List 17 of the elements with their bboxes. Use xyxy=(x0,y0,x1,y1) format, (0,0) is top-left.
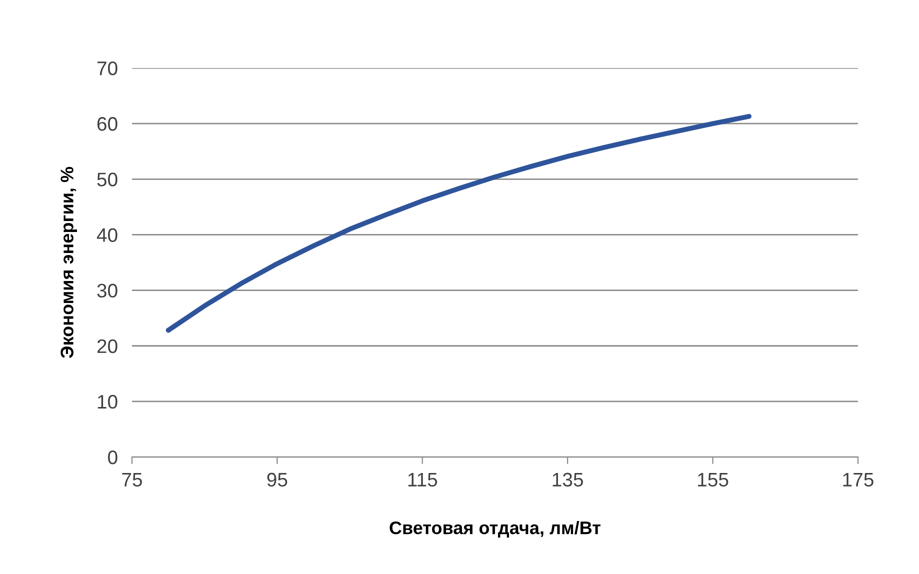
line-series xyxy=(166,114,752,333)
y-tick-label: 20 xyxy=(97,339,118,354)
y-tick-label: 50 xyxy=(97,172,118,186)
x-tick-label: 135 xyxy=(552,472,583,487)
x-tick-label: 75 xyxy=(122,473,142,487)
y-tick-label: 30 xyxy=(97,284,118,298)
y-tick-label: 70 xyxy=(97,61,118,76)
x-axis-title: Световая отдача, лм/Вт xyxy=(390,520,600,538)
x-tick-label: 115 xyxy=(408,473,438,487)
y-tick-label: 10 xyxy=(98,394,118,409)
y-tick-label: 0 xyxy=(108,450,118,464)
x-tick-label: 155 xyxy=(698,473,728,487)
y-tick-label: 40 xyxy=(96,228,118,242)
y-tick-label: 60 xyxy=(97,117,118,131)
x-tick-label: 95 xyxy=(267,472,288,487)
y-axis-title: Экономия энергии, % xyxy=(60,166,78,358)
x-tick-label: 175 xyxy=(843,473,874,487)
